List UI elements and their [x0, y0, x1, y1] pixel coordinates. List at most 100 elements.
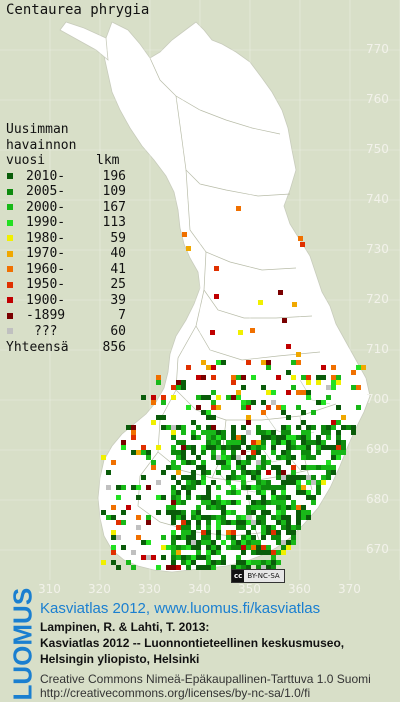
observation-square [231, 395, 236, 400]
observation-square [336, 445, 341, 450]
legend-count: 39 [110, 292, 126, 308]
observation-square [196, 505, 201, 510]
observation-square [296, 475, 301, 480]
observation-square [171, 395, 176, 400]
observation-square [201, 540, 206, 545]
observation-square [186, 485, 191, 490]
observation-square [241, 535, 246, 540]
observation-square [236, 395, 241, 400]
x-tick-label: 320 [88, 582, 111, 596]
cc-license-badge[interactable]: cc BY-NC-SA [231, 569, 285, 583]
observation-square [301, 485, 306, 490]
observation-square [326, 395, 331, 400]
legend-label: ??? [34, 323, 58, 339]
observation-square [221, 455, 226, 460]
observation-square [171, 535, 176, 540]
observation-square [261, 455, 266, 460]
legend-count: 40 [110, 246, 126, 261]
observation-square [186, 475, 191, 480]
observation-square [111, 460, 116, 465]
legend-swatch [7, 235, 13, 242]
observation-square [296, 490, 301, 495]
observation-square [181, 485, 186, 490]
observation-square [111, 550, 116, 555]
y-tick-label: 730 [366, 242, 389, 256]
observation-square [326, 470, 331, 475]
observation-square [151, 400, 156, 405]
observation-square [246, 560, 251, 565]
observation-square [261, 560, 266, 565]
observation-square [206, 435, 211, 440]
observation-square [226, 530, 231, 535]
legend-label: 1950- [26, 277, 66, 292]
observation-square [311, 410, 316, 415]
observation-square [276, 515, 281, 520]
observation-square [271, 535, 276, 540]
observation-square [156, 445, 161, 450]
observation-square [321, 465, 326, 470]
observation-square [161, 425, 166, 430]
observation-square [321, 365, 326, 370]
observation-square [236, 525, 241, 530]
observation-square [281, 435, 286, 440]
observation-square [196, 375, 201, 380]
observation-square [261, 465, 266, 470]
observation-square [206, 505, 211, 510]
observation-square [316, 485, 321, 490]
observation-square [216, 545, 221, 550]
x-tick-label: 330 [138, 582, 161, 596]
observation-square [186, 530, 191, 535]
observation-square [311, 440, 316, 445]
legend-count: 41 [110, 261, 126, 277]
observation-square [326, 460, 331, 465]
observation-square [311, 455, 316, 460]
legend-count: 167 [102, 199, 126, 215]
observation-square [216, 430, 221, 435]
observation-square [276, 470, 281, 475]
observation-square [191, 540, 196, 545]
atlas-title-link[interactable]: Kasviatlas 2012, www.luomus.fi/kasviatla… [40, 600, 321, 617]
observation-square [186, 540, 191, 545]
observation-square [151, 420, 156, 425]
observation-square [351, 385, 356, 390]
observation-square [351, 430, 356, 435]
license-url[interactable]: http://creativecommons.org/licenses/by-n… [40, 686, 311, 700]
y-tick-label: 670 [366, 542, 389, 556]
observation-square [246, 515, 251, 520]
observation-square [361, 365, 366, 370]
observation-square [311, 425, 316, 430]
observation-square [251, 455, 256, 460]
observation-square [176, 450, 181, 455]
legend-swatch [7, 297, 13, 304]
observation-square [246, 400, 251, 405]
observation-square [276, 505, 281, 510]
observation-square [246, 520, 251, 525]
observation-square [186, 495, 191, 500]
observation-square [291, 375, 296, 380]
observation-square [206, 545, 211, 550]
observation-square [176, 535, 181, 540]
observation-square [171, 540, 176, 545]
observation-square [211, 500, 216, 505]
observation-square [231, 430, 236, 435]
observation-square [161, 495, 166, 500]
legend-swatch [7, 204, 13, 211]
observation-square [116, 520, 121, 525]
observation-square [211, 405, 216, 410]
y-tick-label: 750 [366, 142, 389, 156]
observation-square [261, 485, 266, 490]
observation-square [121, 510, 126, 515]
observation-square [286, 445, 291, 450]
observation-square [196, 565, 201, 570]
observation-square [261, 510, 266, 515]
observation-square [286, 525, 291, 530]
observation-square [236, 465, 241, 470]
observation-square [261, 490, 266, 495]
observation-square [241, 440, 246, 445]
observation-square [271, 565, 276, 570]
observation-square [231, 565, 236, 570]
observation-square [251, 500, 256, 505]
observation-square [171, 545, 176, 550]
observation-square [276, 495, 281, 500]
legend-count: 25 [110, 277, 126, 292]
